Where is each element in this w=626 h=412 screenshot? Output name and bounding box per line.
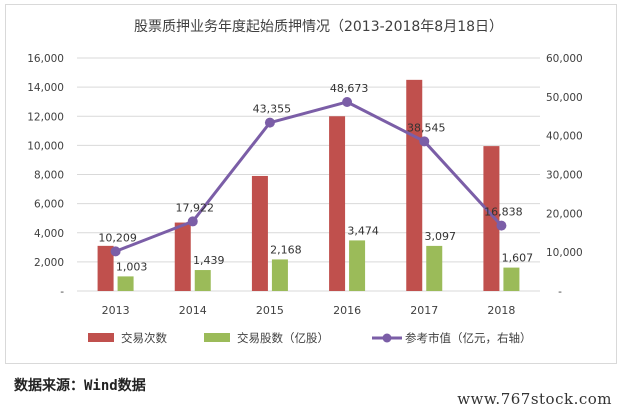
- line-market-value-point: [342, 96, 353, 107]
- y-right-tick-label: 60,000: [546, 53, 583, 65]
- bar-shares: [271, 259, 288, 291]
- line-market-value: [115, 100, 503, 253]
- chart-title: 股票质押业务年度起始质押情况（2013-2018年8月18日）: [134, 19, 503, 35]
- y-right-tick-label: 50,000: [546, 92, 583, 104]
- line-market-value-point: [496, 220, 507, 231]
- line-data-label: 17,922: [176, 201, 215, 214]
- source-note: 数据来源：Wind数据: [14, 378, 146, 394]
- y-right-tick-label: 10,000: [546, 247, 583, 259]
- bar-trade-count: [406, 79, 423, 291]
- bar-shares: [349, 240, 366, 291]
- legend-label: 交易股数（亿股）: [237, 331, 329, 345]
- y-left-tick-label: 10,000: [27, 140, 64, 152]
- y-left-tick-label: 14,000: [27, 82, 64, 94]
- y-left-tick-label: 16,000: [27, 53, 64, 65]
- chart-frame: [5, 4, 617, 364]
- line-market-value-point: [264, 117, 275, 128]
- y-left-tick-label: 12,000: [27, 111, 64, 123]
- line-market-value-point: [419, 136, 430, 147]
- bar-shares: [117, 276, 134, 291]
- bar-shares-data-label: 1,439: [193, 254, 225, 267]
- bar-shares-data-label: 3,474: [347, 224, 379, 237]
- bar-shares-data-label: 1,003: [116, 260, 148, 273]
- watermark: www.767stock.com: [457, 390, 612, 408]
- legend-label: 参考市值（亿元，右轴）: [405, 331, 532, 345]
- bar-shares-data-label: 2,168: [270, 243, 302, 256]
- bar-trade-count: [174, 222, 191, 291]
- line-data-label: 38,545: [407, 121, 446, 134]
- line-market-value-point: [110, 246, 121, 257]
- legend-marker: [382, 333, 392, 343]
- bar-shares-data-label: 3,097: [425, 230, 457, 243]
- bar-shares: [194, 270, 211, 291]
- x-tick-label: 2014: [179, 304, 207, 317]
- bar-shares: [426, 245, 443, 291]
- y-left-tick-label: 8,000: [34, 170, 64, 182]
- legend-swatch: [88, 333, 114, 342]
- y-right-tick-label: 20,000: [546, 208, 583, 220]
- line-data-label: 16,838: [484, 206, 523, 219]
- line-data-label: 43,355: [253, 103, 292, 116]
- line-data-label: 48,673: [330, 82, 369, 95]
- y-right-tick-label: 30,000: [546, 170, 583, 182]
- bar-trade-count: [329, 116, 346, 291]
- bar-trade-count: [251, 175, 268, 291]
- x-tick-label: 2015: [256, 304, 284, 317]
- x-tick-label: 2013: [102, 304, 130, 317]
- y-right-tick-label: -: [558, 286, 562, 298]
- y-left-tick-label: 4,000: [34, 228, 64, 240]
- y-right-tick-label: 40,000: [546, 131, 583, 143]
- bar-trade-count: [97, 245, 114, 291]
- line-market-value-point: [187, 216, 198, 227]
- legend-label: 交易次数: [121, 331, 167, 345]
- y-left-tick-label: 2,000: [34, 257, 64, 269]
- x-tick-label: 2018: [487, 304, 515, 317]
- y-left-tick-label: -: [60, 286, 64, 298]
- chart: 股票质押业务年度起始质押情况（2013-2018年8月18日） - 2,000 4,0…: [27, 19, 583, 345]
- legend-swatch: [204, 333, 230, 342]
- y-left-tick-label: 6,000: [34, 199, 64, 211]
- line-data-label: 10,209: [98, 231, 137, 244]
- x-tick-label: 2017: [410, 304, 438, 317]
- x-tick-label: 2016: [333, 304, 361, 317]
- bar-trade-count: [483, 146, 500, 291]
- bar-shares-data-label: 1,607: [502, 252, 534, 265]
- bar-shares: [503, 267, 520, 291]
